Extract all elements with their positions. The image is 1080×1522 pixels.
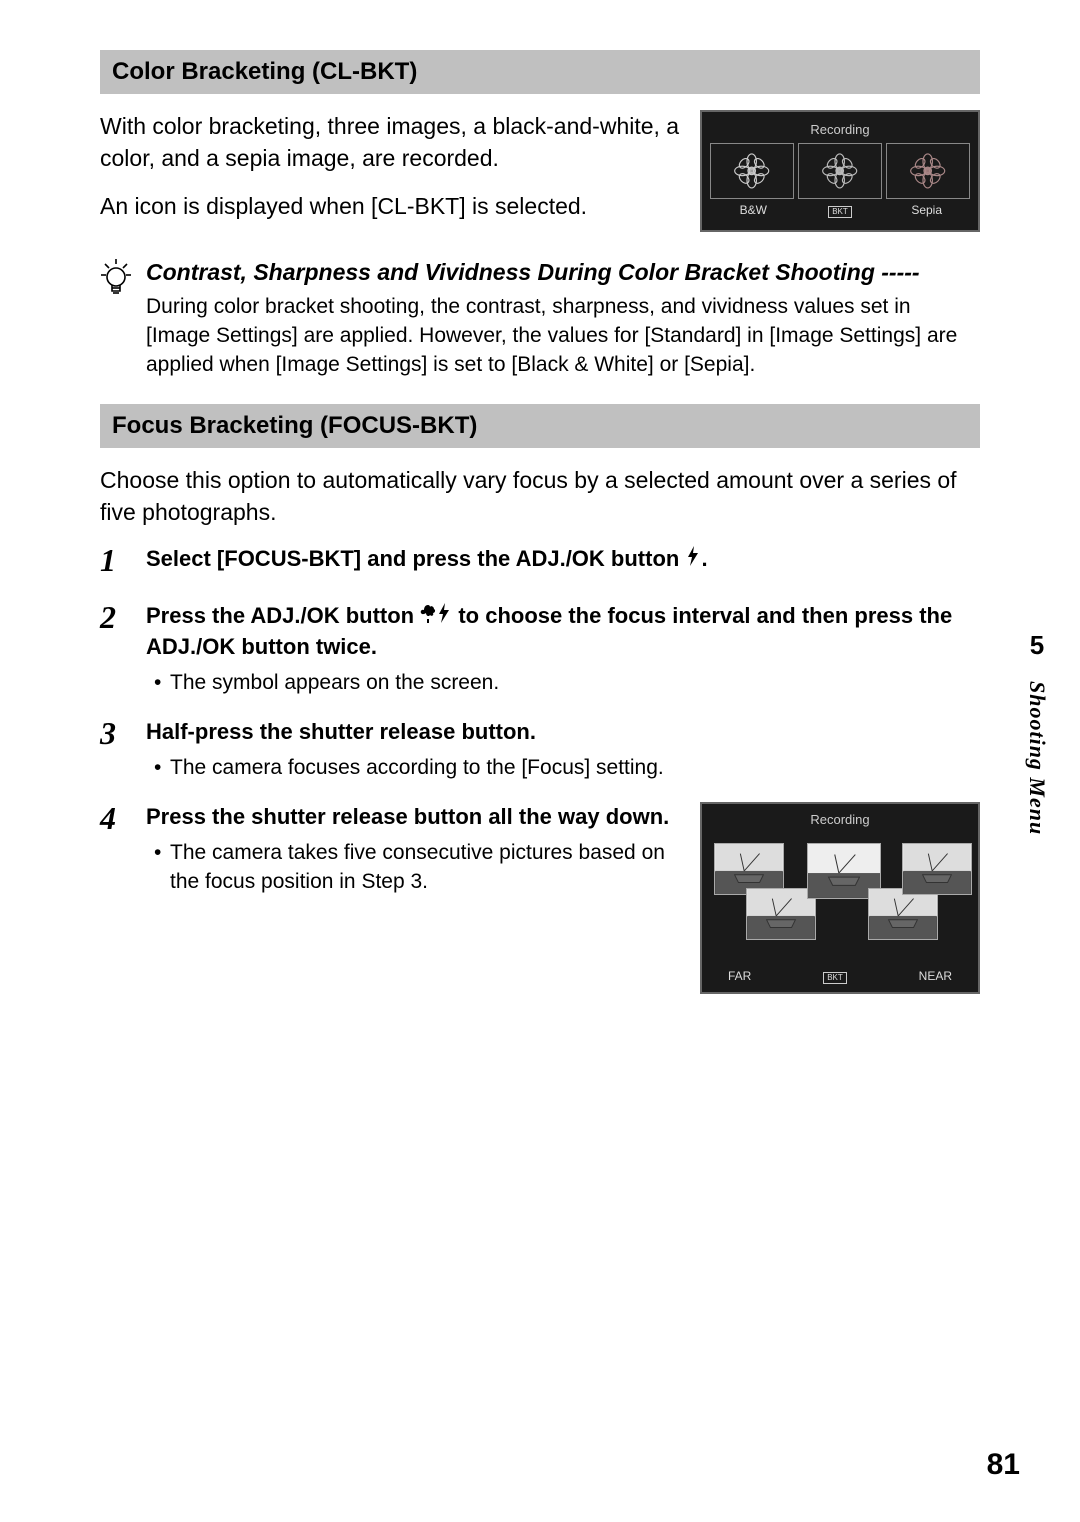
step-list: 1 Select [FOCUS-BKT] and press the ADJ./… — [100, 544, 980, 994]
ship-thumb — [868, 888, 938, 940]
macro-flash-icon — [420, 602, 452, 632]
row-clbkt: With color bracketing, three images, a b… — [100, 110, 980, 239]
flash-icon — [685, 545, 701, 575]
step-title-4: Press the shutter release button all the… — [146, 802, 684, 832]
step-title-3: Half-press the shutter release button. — [146, 717, 980, 747]
step-title-2: Press the ADJ./OK button to choose the f… — [146, 601, 980, 662]
lcd2-labels: FAR BKT NEAR — [710, 969, 970, 984]
step-sub-3: The camera focuses according to the [Foc… — [170, 753, 980, 782]
lightbulb-icon — [100, 259, 132, 299]
step-num-4: 4 — [100, 802, 130, 834]
step-1: 1 Select [FOCUS-BKT] and press the ADJ./… — [100, 544, 980, 581]
section-header-color-bracketing: Color Bracketing (CL-BKT) — [100, 50, 980, 94]
step-1-text-a: Select [FOCUS-BKT] and press the ADJ./OK… — [146, 546, 685, 571]
thumb-sepia — [886, 143, 970, 199]
thumb-color — [798, 143, 882, 199]
step-sub-2: The symbol appears on the screen. — [170, 668, 980, 697]
step-4: 4 Press the shutter release button all t… — [100, 802, 980, 994]
step-1-text-b: . — [701, 546, 707, 571]
para-clbkt-1: With color bracketing, three images, a b… — [100, 110, 680, 174]
thumb-bw — [710, 143, 794, 199]
chapter-label: Shooting Menu — [1024, 681, 1050, 835]
lcd2-label-far: FAR — [728, 969, 751, 984]
tip-title: Contrast, Sharpness and Vividness During… — [146, 259, 980, 286]
step-num-1: 1 — [100, 544, 130, 576]
step-3: 3 Half-press the shutter release button.… — [100, 717, 980, 782]
step-2-text-a: Press the ADJ./OK button — [146, 603, 420, 628]
step-num-3: 3 — [100, 717, 130, 749]
ship-thumb — [902, 843, 972, 895]
side-tab: 5 Shooting Menu — [1024, 630, 1050, 835]
lcd-title: Recording — [710, 122, 970, 137]
step-title-1: Select [FOCUS-BKT] and press the ADJ./OK… — [146, 544, 980, 575]
lcd-screen-focus: Recording FAR BKT NEAR — [700, 802, 980, 994]
ship-thumb — [746, 888, 816, 940]
ship-row — [710, 833, 970, 963]
chapter-number: 5 — [1024, 630, 1050, 661]
lcd-screen-cl: Recording B&W BKT Sepia — [700, 110, 980, 232]
lcd2-label-near: NEAR — [919, 969, 952, 984]
lcd-thumb-row — [710, 143, 970, 199]
section-header-focus-bracketing: Focus Bracketing (FOCUS-BKT) — [100, 404, 980, 448]
lcd-label-bw: B&W — [710, 203, 797, 218]
lcd2-title: Recording — [710, 812, 970, 827]
para-clbkt-2: An icon is displayed when [CL-BKT] is se… — [100, 190, 680, 222]
step-sub-4: The camera takes five consecutive pictur… — [170, 838, 684, 897]
para-focus-intro: Choose this option to automatically vary… — [100, 464, 980, 528]
tip-body: During color bracket shooting, the contr… — [146, 292, 980, 380]
bkt-focus-icon: BKT — [823, 972, 847, 984]
step-num-2: 2 — [100, 601, 130, 633]
lcd-label-sepia: Sepia — [883, 203, 970, 218]
step-2: 2 Press the ADJ./OK button to choose the… — [100, 601, 980, 697]
tip-block: Contrast, Sharpness and Vividness During… — [100, 259, 980, 380]
lcd-labels: B&W BKT Sepia — [710, 203, 970, 218]
bkt-cl-icon: BKT — [828, 206, 852, 218]
page-number: 81 — [987, 1448, 1020, 1482]
lcd-label-center: BKT — [797, 203, 884, 218]
